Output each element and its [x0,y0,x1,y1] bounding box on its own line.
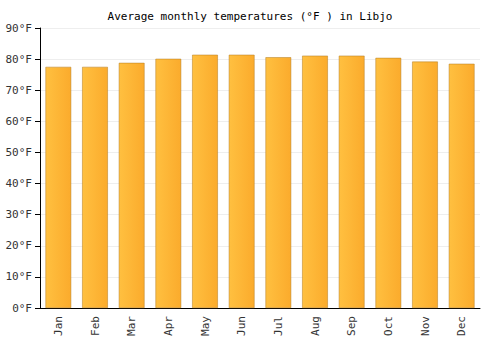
svg-text:Aug: Aug [309,316,322,336]
svg-text:10°F: 10°F [6,270,33,283]
svg-text:30°F: 30°F [6,208,33,221]
svg-text:Average monthly temperatures (: Average monthly temperatures (°F ) in Li… [108,10,393,23]
svg-text:Jul: Jul [272,316,285,336]
svg-text:Feb: Feb [89,316,102,336]
svg-text:40°F: 40°F [6,177,33,190]
svg-text:Jun: Jun [235,316,248,336]
svg-text:50°F: 50°F [6,146,33,159]
svg-text:Apr: Apr [162,316,175,336]
svg-text:Sep: Sep [345,316,358,336]
svg-text:60°F: 60°F [6,115,33,128]
svg-text:Jan: Jan [52,316,65,336]
svg-text:0°F: 0°F [12,302,32,315]
svg-text:May: May [199,316,212,336]
svg-text:90°F: 90°F [6,22,33,35]
svg-text:Oct: Oct [382,316,395,336]
svg-text:80°F: 80°F [6,53,33,66]
svg-text:Nov: Nov [419,316,432,336]
svg-text:20°F: 20°F [6,239,33,252]
svg-text:Mar: Mar [125,316,138,336]
svg-text:Dec: Dec [455,316,468,336]
svg-text:70°F: 70°F [6,84,33,97]
